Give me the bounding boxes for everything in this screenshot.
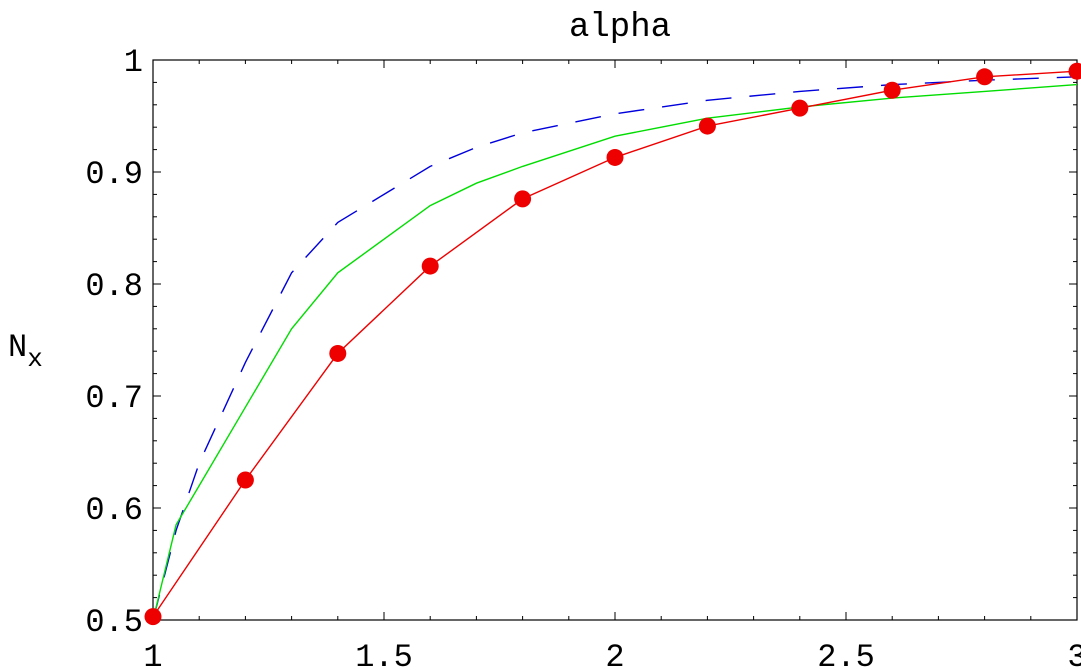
series-line-1 [152, 76, 1078, 621]
y-axis-label-main: N [8, 329, 27, 366]
series-marker [883, 81, 901, 99]
y-tick-label: 0.6 [85, 492, 143, 529]
series-marker [1068, 62, 1081, 80]
series-marker [606, 148, 624, 166]
series-line-2 [152, 83, 1078, 621]
x-tick-label: 2.5 [817, 639, 875, 670]
x-tick-label: 3 [1067, 639, 1081, 670]
y-tick-label: 0.8 [85, 268, 143, 305]
y-tick-label: 1 [124, 44, 143, 81]
y-axis-label-subscript: x [27, 344, 43, 374]
series-marker [329, 344, 347, 362]
plot-frame [152, 59, 1078, 621]
series-marker [976, 68, 994, 86]
series-marker [421, 257, 439, 275]
series-marker [144, 608, 162, 626]
series-marker [236, 471, 254, 489]
chart-title: alpha [569, 9, 671, 47]
series-group [144, 62, 1081, 626]
x-tick-label: 1.5 [355, 639, 413, 670]
y-tick-label: 0.5 [85, 604, 143, 641]
series-marker [791, 99, 809, 117]
series-marker [514, 190, 532, 208]
y-tick-label: 0.9 [85, 156, 143, 193]
axis-ticks: 1 1.5 2 2.5 3 0.5 0.6 0.7 0.8 0.9 1 [85, 44, 1081, 670]
x-tick-label: 1 [143, 639, 162, 670]
y-tick-label: 0.7 [85, 380, 143, 417]
x-tick-label: 2 [605, 639, 624, 670]
y-axis-label: Nx [8, 329, 43, 374]
series-marker [698, 117, 716, 135]
